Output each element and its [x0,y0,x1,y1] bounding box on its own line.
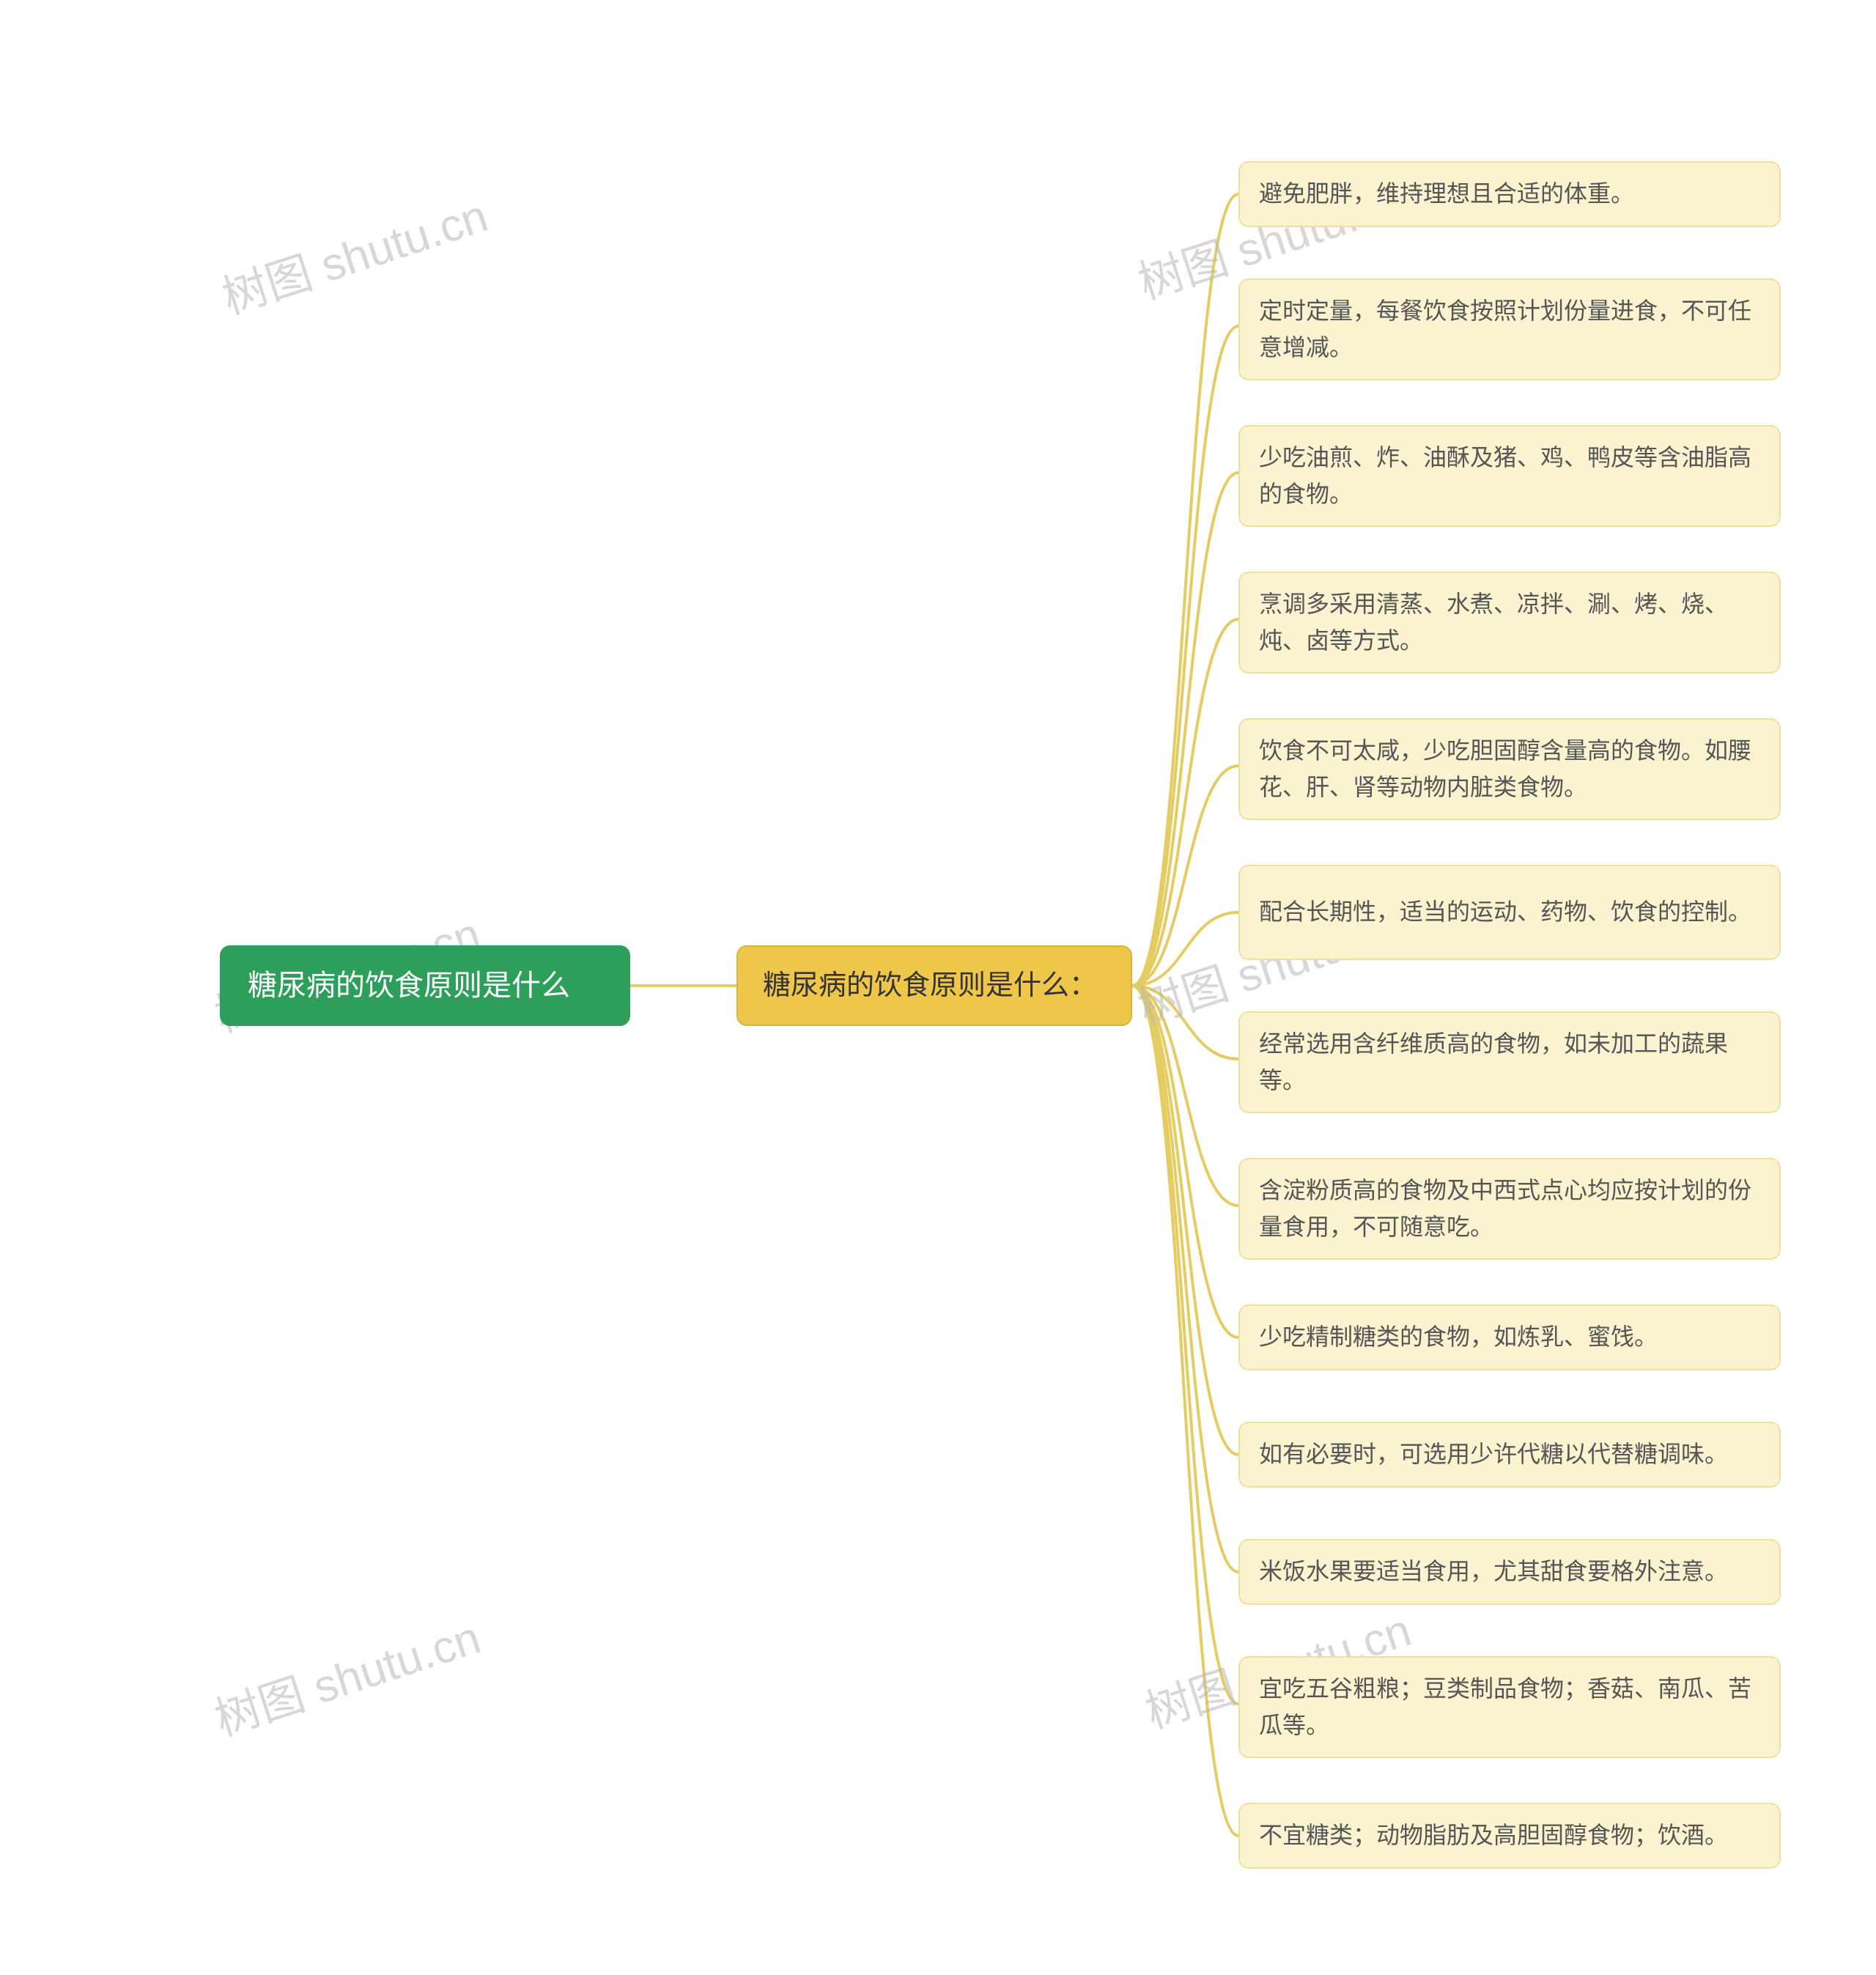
leaf-node[interactable]: 饮食不可太咸，少吃胆固醇含量高的食物。如腰花、肝、肾等动物内脏类食物。 [1238,718,1781,820]
leaf-label: 配合长期性，适当的运动、药物、饮食的控制。 [1259,894,1751,931]
leaf-node[interactable]: 避免肥胖，维持理想且合适的体重。 [1238,161,1781,227]
leaf-label: 不宜糖类；动物脂肪及高胆固醇食物；饮酒。 [1259,1817,1728,1854]
leaf-label: 定时定量，每餐饮食按照计划份量进食，不可任意增减。 [1259,293,1760,366]
root-node[interactable]: 糖尿病的饮食原则是什么 [220,945,630,1026]
leaf-node[interactable]: 烹调多采用清蒸、水煮、凉拌、涮、烤、烧、炖、卤等方式。 [1238,572,1781,673]
leaf-label: 避免肥胖，维持理想且合适的体重。 [1259,176,1634,213]
leaf-node[interactable]: 少吃精制糖类的食物，如炼乳、蜜饯。 [1238,1304,1781,1370]
leaf-label: 经常选用含纤维质高的食物，如未加工的蔬果等。 [1259,1026,1760,1099]
root-label: 糖尿病的饮食原则是什么 [248,963,570,1008]
leaf-label: 烹调多采用清蒸、水煮、凉拌、涮、烤、烧、炖、卤等方式。 [1259,586,1760,659]
leaf-label: 宜吃五谷粗粮；豆类制品食物；香菇、南瓜、苦瓜等。 [1259,1671,1760,1743]
leaf-label: 少吃油煎、炸、油酥及猪、鸡、鸭皮等含油脂高的食物。 [1259,440,1760,512]
leaf-node[interactable]: 米饭水果要适当食用，尤其甜食要格外注意。 [1238,1539,1781,1605]
watermark: 树图 shutu.cn [213,179,495,327]
leaf-node[interactable]: 配合长期性，适当的运动、药物、饮食的控制。 [1238,865,1781,960]
leaf-label: 含淀粉质高的食物及中西式点心均应按计划的份量食用，不可随意吃。 [1259,1173,1760,1245]
watermark: 树图 shutu.cn [205,1601,487,1749]
branch-node[interactable]: 糖尿病的饮食原则是什么： [736,945,1132,1026]
leaf-node[interactable]: 定时定量，每餐饮食按照计划份量进食，不可任意增减。 [1238,278,1781,380]
leaf-node[interactable]: 经常选用含纤维质高的食物，如未加工的蔬果等。 [1238,1011,1781,1113]
leaf-label: 如有必要时，可选用少许代糖以代替糖调味。 [1259,1436,1728,1473]
leaf-node[interactable]: 如有必要时，可选用少许代糖以代替糖调味。 [1238,1422,1781,1488]
leaf-label: 少吃精制糖类的食物，如炼乳、蜜饯。 [1259,1319,1658,1356]
branch-label: 糖尿病的饮食原则是什么： [763,964,1097,1008]
leaf-label: 米饭水果要适当食用，尤其甜食要格外注意。 [1259,1554,1728,1590]
mindmap-canvas: 树图 shutu.cn 树图 shutu.cn 树图 shutu.cn 树图 s… [0,0,1876,1975]
leaf-node[interactable]: 少吃油煎、炸、油酥及猪、鸡、鸭皮等含油脂高的食物。 [1238,425,1781,527]
leaf-label: 饮食不可太咸，少吃胆固醇含量高的食物。如腰花、肝、肾等动物内脏类食物。 [1259,733,1760,805]
leaf-node[interactable]: 含淀粉质高的食物及中西式点心均应按计划的份量食用，不可随意吃。 [1238,1158,1781,1260]
leaf-node[interactable]: 不宜糖类；动物脂肪及高胆固醇食物；饮酒。 [1238,1803,1781,1869]
leaf-node[interactable]: 宜吃五谷粗粮；豆类制品食物；香菇、南瓜、苦瓜等。 [1238,1656,1781,1758]
